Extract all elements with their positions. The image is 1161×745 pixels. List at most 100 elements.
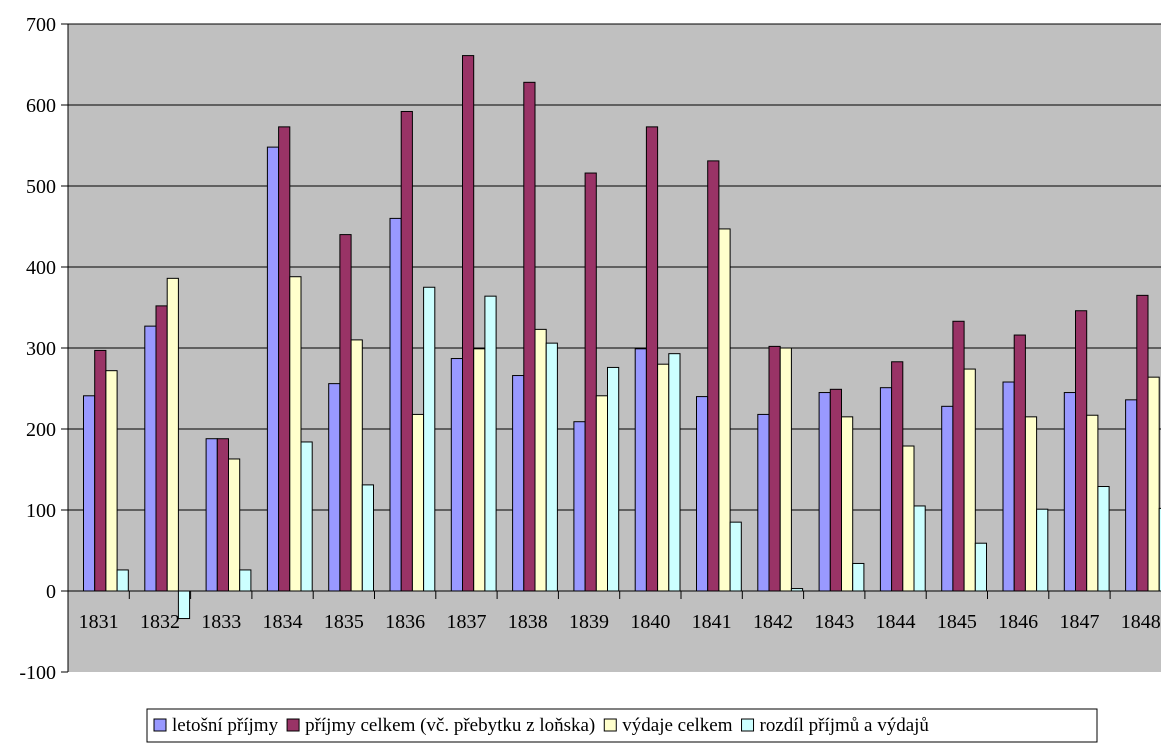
bar-1833-series-1: [205, 438, 218, 592]
y-tick-label: 0: [46, 581, 56, 603]
bar-1833-series-2: [216, 438, 230, 592]
y-tick-label: 600: [26, 95, 56, 117]
bar-1848-series-3: [1147, 376, 1160, 592]
bar-1846-series-3: [1024, 416, 1038, 592]
bar-1832-series-4: [177, 590, 191, 620]
bar-1846-series-2: [1013, 334, 1026, 592]
bar-1838-series-1: [512, 375, 525, 592]
bar-1831-series-3: [105, 370, 118, 592]
bar-1844-series-2: [891, 361, 904, 592]
bar-1834-series-4: [300, 441, 313, 592]
bar-1837-series-4: [484, 295, 497, 592]
bar-1832-series-2: [155, 305, 168, 592]
bar-1848-series-1: [1125, 399, 1138, 592]
legend-label-series-4: rozdíl příjmů a výdajů: [760, 715, 930, 736]
legend-swatch-series-2: [286, 718, 300, 732]
bar-1839-series-3: [595, 395, 608, 592]
legend: [146, 708, 1098, 743]
x-tick-label: 1837: [446, 611, 486, 633]
bar-1843-series-2: [829, 388, 842, 592]
legend-label-series-1: letošní příjmy: [172, 715, 279, 736]
legend-label-series-3: výdaje celkem: [622, 715, 732, 736]
bar-1841-series-4: [729, 521, 742, 592]
bar-1834-series-1: [266, 146, 280, 592]
bar-1847-series-1: [1063, 392, 1077, 592]
bar-1831-series-4: [116, 569, 129, 592]
bar-1846-series-1: [1002, 381, 1015, 592]
y-tick-label: 400: [26, 257, 56, 279]
bar-1836-series-3: [411, 413, 425, 592]
bar-1848-series-4: [1158, 507, 1161, 592]
bar-1842-series-2: [768, 345, 781, 592]
x-tick-label: 1838: [508, 611, 548, 633]
legend-swatch-series-3: [603, 718, 617, 732]
bar-1833-series-4: [239, 569, 252, 592]
bar-1836-series-2: [400, 110, 413, 592]
bar-1837-series-2: [462, 55, 475, 592]
bar-1835-series-2: [339, 234, 352, 592]
bar-1839-series-4: [607, 366, 620, 592]
y-tick-label: 700: [26, 14, 56, 36]
x-tick-label: 1835: [324, 611, 364, 633]
bar-1845-series-2: [952, 320, 965, 592]
bar-1831-series-1: [83, 395, 96, 592]
y-tick-label: 200: [26, 419, 56, 441]
bar-1842-series-1: [757, 413, 770, 592]
x-tick-label: 1836: [385, 611, 425, 633]
x-tick-label: 1843: [814, 611, 854, 633]
bar-1847-series-3: [1086, 414, 1099, 592]
x-tick-label: 1848: [1121, 611, 1161, 633]
bar-1835-series-1: [328, 383, 341, 592]
bar-1840-series-4: [668, 353, 681, 592]
bar-1847-series-2: [1075, 310, 1088, 592]
y-tick-label: 300: [26, 338, 56, 360]
bar-1838-series-3: [534, 328, 547, 592]
bar-1843-series-1: [818, 392, 831, 592]
bar-1840-series-1: [634, 348, 647, 592]
x-tick-label: 1842: [753, 611, 793, 633]
x-tick-label: 1839: [569, 611, 609, 633]
bar-1835-series-4: [361, 484, 374, 592]
bar-1838-series-2: [523, 81, 536, 592]
bar-1844-series-1: [879, 387, 893, 592]
legend-swatch-series-1: [153, 718, 167, 732]
bar-1836-series-4: [423, 286, 436, 592]
bar-1844-series-4: [913, 505, 926, 592]
bar-1840-series-3: [657, 363, 670, 592]
bar-1832-series-3: [166, 277, 179, 592]
bar-1845-series-4: [974, 542, 987, 592]
bar-1841-series-3: [718, 228, 731, 592]
legend-label-series-2: příjmy celkem (vč. přebytku z loňska): [305, 715, 595, 736]
bar-1831-series-2: [94, 349, 107, 592]
x-tick-label: 1841: [692, 611, 732, 633]
x-tick-label: 1845: [937, 611, 977, 633]
bar-1834-series-2: [278, 126, 291, 592]
bar-1842-series-3: [779, 347, 792, 592]
bar-1839-series-1: [573, 421, 586, 592]
bar-1848-series-2: [1136, 294, 1149, 592]
x-tick-label: 1832: [140, 611, 180, 633]
bar-1833-series-3: [228, 458, 241, 592]
y-tick-label: 100: [26, 500, 56, 522]
bar-1845-series-1: [941, 405, 954, 592]
bar-1846-series-4: [1036, 508, 1049, 592]
bar-1840-series-2: [645, 126, 659, 592]
x-tick-label: 1846: [998, 611, 1038, 633]
bar-1837-series-1: [450, 358, 463, 592]
bar-1847-series-4: [1097, 486, 1110, 592]
bar-1841-series-1: [696, 396, 709, 592]
bar-1838-series-4: [545, 342, 558, 592]
bar-1839-series-2: [584, 172, 597, 592]
bar-1837-series-3: [473, 348, 486, 592]
x-tick-label: 1844: [876, 611, 916, 633]
bar-1836-series-1: [389, 217, 402, 592]
legend-swatch-series-4: [741, 718, 755, 732]
bar-1832-series-1: [144, 325, 157, 592]
bar-1844-series-3: [902, 445, 915, 592]
bar-1834-series-3: [289, 276, 302, 592]
bar-1843-series-3: [841, 416, 854, 592]
bar-1843-series-4: [852, 562, 865, 592]
bar-1845-series-3: [963, 368, 976, 592]
x-tick-label: 1834: [263, 611, 303, 633]
